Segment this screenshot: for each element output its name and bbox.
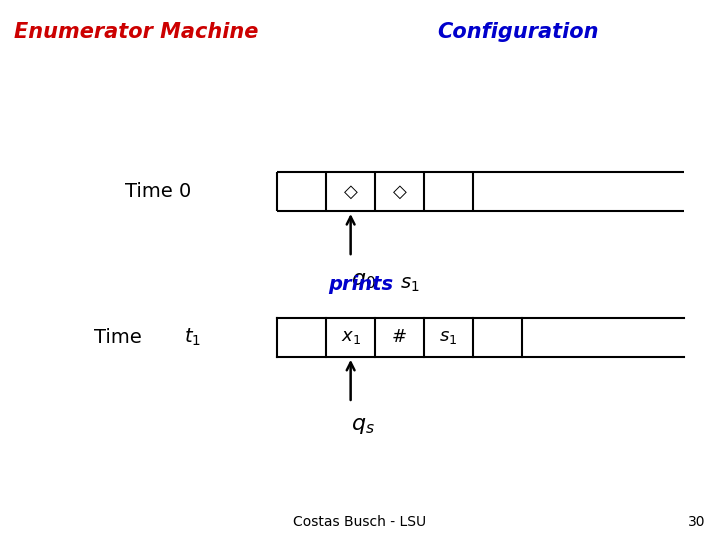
Text: ◇: ◇	[343, 183, 358, 201]
Text: Configuration: Configuration	[438, 22, 599, 42]
Text: ◇: ◇	[392, 183, 407, 201]
Text: #: #	[392, 328, 408, 347]
Text: 30: 30	[688, 515, 706, 529]
Text: Time: Time	[94, 328, 141, 347]
Text: Costas Busch - LSU: Costas Busch - LSU	[294, 515, 426, 529]
Text: Enumerator Machine: Enumerator Machine	[14, 22, 258, 42]
Text: Time 0: Time 0	[125, 182, 192, 201]
Text: $q_s$: $q_s$	[351, 416, 374, 436]
Text: $q_0$: $q_0$	[351, 271, 376, 291]
Text: $x_1$: $x_1$	[341, 328, 361, 347]
Text: $t_1$: $t_1$	[184, 327, 201, 348]
Text: $s_1$: $s_1$	[439, 328, 458, 347]
Text: $s_1$: $s_1$	[400, 275, 419, 294]
Text: prints: prints	[328, 275, 400, 294]
